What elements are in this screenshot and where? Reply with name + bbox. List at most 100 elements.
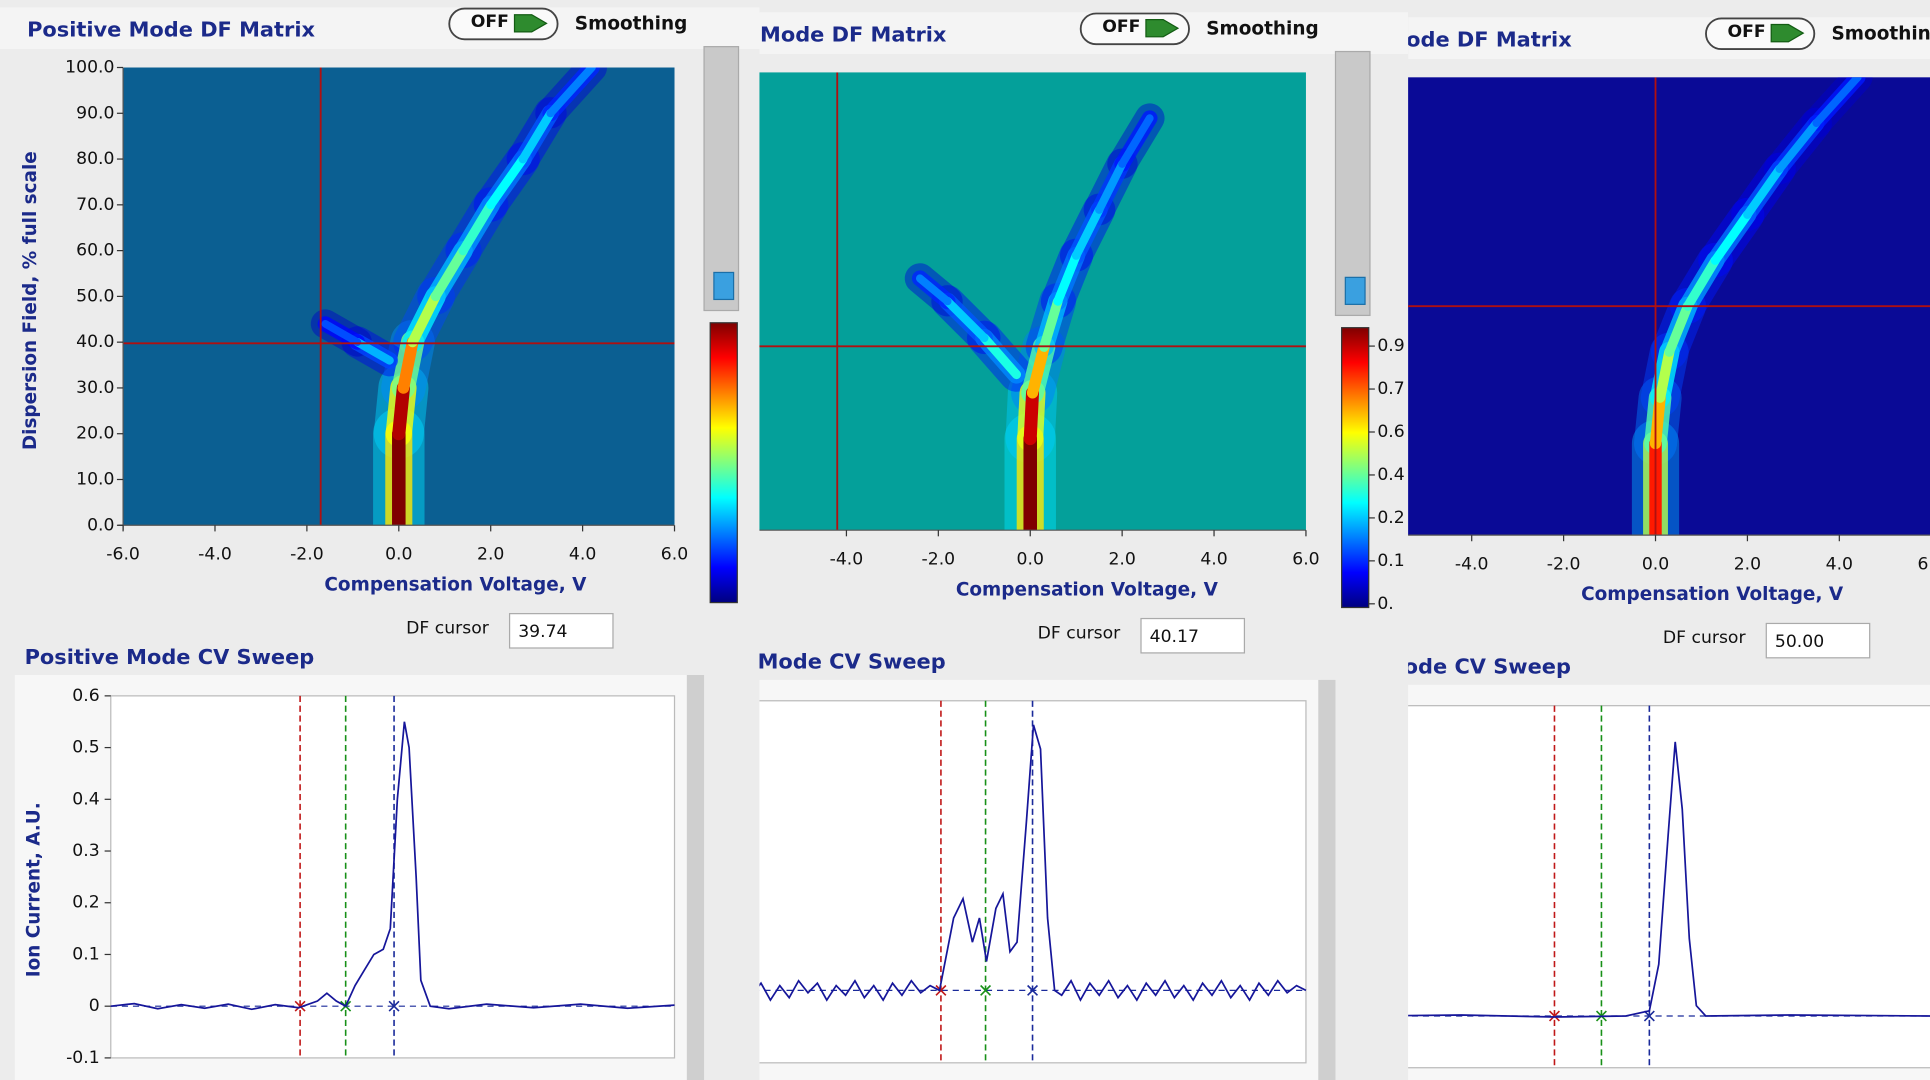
heatmap-ridge [1053,251,1081,306]
toggle-label: Smoothing [1206,18,1318,39]
y-tick-label: 0.3 [72,841,99,861]
y-tick-label: 50.0 [76,286,114,306]
panel: Positive Mode DF Matrix OFF Smoothing -4.0 -… [1408,0,1930,1080]
toggle-state: OFF [471,12,509,32]
sweep-plot [1408,705,1930,1069]
df-cursor-value: 39.74 [518,622,567,642]
heatmap-ridge [321,320,362,346]
sweep-title: Positive Mode CV Sweep [656,650,946,674]
heatmap-ridge [1710,210,1752,265]
y-tick-label: 20.0 [76,424,114,444]
cursor-marker [388,1000,400,1012]
df-cursor-value: 40.17 [1150,627,1199,647]
y-axis-label: Dispersion Field, % full scale [20,151,41,450]
x-axis-label: Compensation Voltage, V [324,574,587,595]
cursor-marker [1027,984,1039,996]
heatmap-ridge [392,381,410,441]
heatmap-ridge [486,154,528,210]
y-tick-label: -0.1 [66,1048,100,1068]
y-tick-label: 70.0 [76,195,114,215]
x-tick-label: -6.0 [106,545,140,565]
heatmap-ridge [1655,346,1675,403]
x-tick-label: 0.0 [1017,550,1044,570]
heatmap-ridge [1023,386,1040,446]
colorbar-label: 0.7 [1377,379,1404,399]
heatmap-ridge [407,291,441,348]
toggle-label: Smoothing [1832,23,1930,44]
colorbar [1341,327,1370,609]
slider-thumb[interactable] [713,271,735,301]
toggle-label: Smoothing [575,14,687,35]
y-tick-label: 100.0 [65,58,114,78]
df-cursor-label: DF cursor [1038,623,1122,643]
heatmap-ridge [1026,341,1050,399]
y-tick-label: 0.5 [72,738,99,758]
x-tick-label: 4.0 [569,545,596,565]
panel-title: Positive Mode DF Matrix [659,23,947,47]
toggle-state: OFF [1102,17,1140,37]
header-band [1408,17,1930,59]
x-tick-label: 2.0 [1108,550,1135,570]
y-tick-label: 60.0 [76,241,114,261]
slider-track [1334,50,1371,317]
heatmap-ridge [353,337,394,365]
df-cursor-input[interactable] [1140,617,1246,654]
heatmap-ridge [943,297,989,343]
y-tick-label: 0.2 [72,893,99,913]
slider-thumb[interactable] [1344,276,1366,305]
colorbar-label: 0.1 [1377,551,1404,571]
heatmap-ridge [546,67,596,118]
x-tick-label: 4.0 [1200,550,1227,570]
cursor-marker [1548,1010,1560,1022]
panel: Positive Mode DF Matrix OFF Smoothing 0.0 10… [0,0,760,1080]
colorbar [709,322,738,604]
y-tick-label: 40.0 [76,332,114,352]
heatmap-ridge [1812,77,1862,127]
sweep-trace [759,724,1307,1002]
y-tick-label: 0 [89,996,100,1016]
sweep-title: Positive Mode CV Sweep [25,645,315,669]
y-axis-label: Ion Current, A.U. [23,802,44,977]
df-cursor-value: 50.00 [1775,632,1824,652]
heatmap-ridge [1118,114,1154,168]
x-tick-label: 0.0 [385,545,412,565]
sweep-trace [1408,741,1930,1018]
sweep-scrollbar [1318,679,1336,1080]
toggle-arrow [1770,23,1805,43]
y-tick-label: 0.0 [87,515,114,535]
y-tick-label: 10.0 [76,470,114,490]
df-cursor-input[interactable] [1765,622,1871,659]
df-cursor-input[interactable] [508,613,614,649]
x-tick-label: 6.0 [1292,550,1319,570]
sweep-plot [759,700,1307,1064]
cursor-marker [294,1000,306,1012]
heatmap-ridge [458,200,496,256]
x-tick-label: 0.0 [1642,555,1669,575]
heatmap-ridge [979,333,1022,380]
toggle-state: OFF [1728,22,1766,42]
colorbar-label: 0. [1377,594,1393,614]
x-tick-label: 2.0 [477,545,504,565]
header-band [0,7,760,50]
heatmap [759,72,1306,531]
heatmap-ridge [1775,119,1821,173]
toggle-arrow [513,14,548,33]
x-tick-label: 6.0 [1918,555,1930,575]
heatmap-ridge [1039,296,1063,352]
heatmap [1408,77,1930,536]
x-tick-label: -2.0 [922,550,956,570]
sweep-scrollbar [686,675,705,1080]
colorbar-label: 0.9 [1377,336,1404,356]
slider-track [703,46,740,312]
heatmap-ridge [1743,164,1784,219]
panel-title: Positive Mode DF Matrix [27,18,315,42]
heatmap-ridge [1683,255,1720,311]
x-tick-label: 2.0 [1734,555,1761,575]
heatmap-ridge [1095,159,1127,214]
y-tick-label: 0.4 [72,789,99,809]
x-tick-label: -2.0 [1547,555,1581,575]
y-tick-label: 30.0 [76,378,114,398]
df-cursor-label: DF cursor [1663,628,1747,648]
sweep-trace [110,721,675,1011]
